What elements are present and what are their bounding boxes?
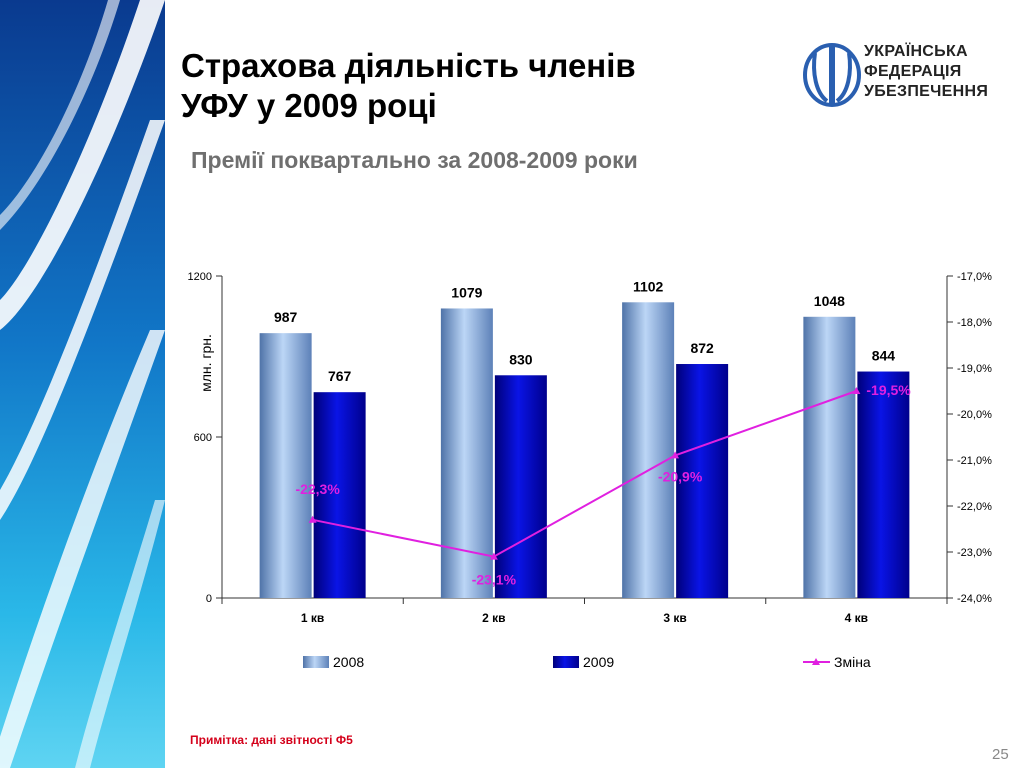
bar-2009 [676, 364, 729, 598]
y-tick-label: 600 [194, 432, 212, 444]
y2-tick-label: -24,0% [957, 593, 992, 605]
line-value-label: -23,1% [472, 572, 517, 588]
bar-2009 [857, 371, 910, 598]
bar-value-label: 767 [328, 368, 352, 384]
legend-label-2008: 2008 [333, 654, 364, 670]
line-marker [671, 451, 680, 459]
bar-value-label: 987 [274, 309, 298, 325]
logo-line2: ФЕДЕРАЦІЯ [864, 63, 962, 80]
bar-value-label: 872 [690, 340, 714, 356]
bar-value-label: 1079 [451, 284, 482, 300]
bar-value-label: 1048 [814, 293, 845, 309]
bar-2009 [494, 375, 547, 598]
bar-2008 [803, 316, 856, 598]
chart-subtitle: Премії поквартально за 2008-2009 роки [191, 147, 638, 173]
ufu-logo-emblem [803, 43, 861, 107]
slide-title-line2: УФУ у 2009 році [181, 87, 437, 124]
bar-value-label: 830 [509, 351, 533, 367]
x-tick-label: 2 кв [482, 611, 505, 625]
y2-tick-label: -19,0% [957, 363, 992, 375]
legend-marker-zmina [812, 658, 820, 665]
footnote: Примітка: дані звітності Ф5 [190, 733, 353, 747]
y2-tick-label: -21,0% [957, 455, 992, 467]
x-tick-label: 3 кв [663, 611, 686, 625]
y2-tick-label: -22,0% [957, 501, 992, 513]
logo-line3: УБЕЗПЕЧЕННЯ [864, 83, 989, 100]
legend-label-2009: 2009 [583, 654, 614, 670]
legend-swatch-2009 [553, 656, 579, 668]
logo-line1: УКРАЇНСЬКА [864, 43, 968, 60]
line-marker [308, 515, 317, 523]
slide-title-line1: Страхова діяльність членів [181, 47, 636, 84]
y2-tick-label: -20,0% [957, 409, 992, 421]
bar-value-label: 1102 [633, 278, 664, 294]
y2-tick-label: -23,0% [957, 547, 992, 559]
line-value-label: -20,9% [658, 468, 703, 484]
x-tick-label: 4 кв [845, 611, 868, 625]
line-zmina [312, 390, 857, 558]
bar-2009 [313, 392, 366, 598]
y2-tick-label: -17,0% [957, 271, 992, 283]
line-marker [489, 552, 498, 560]
legend-swatch-2008 [303, 656, 329, 668]
bar-2008 [259, 333, 312, 598]
bar-2008 [440, 308, 493, 598]
line-marker [852, 387, 861, 394]
y2-tick-label: -18,0% [957, 317, 992, 329]
page-number: 25 [992, 746, 1009, 763]
x-tick-label: 1 кв [301, 611, 324, 625]
decorative-swoosh-band [0, 0, 165, 768]
legend-label-zmina: Зміна [834, 654, 871, 670]
bar-value-label: 844 [872, 348, 896, 364]
y-tick-label: 0 [206, 593, 212, 605]
y-tick-label: 1200 [188, 271, 212, 283]
line-value-label: -22,3% [295, 481, 340, 497]
slide-title: Страхова діяльність членів УФУ у 2009 ро… [181, 46, 636, 126]
y-axis-title: млн. грн. [198, 334, 214, 392]
line-value-label: -19,5% [866, 382, 911, 398]
bar-2008 [622, 302, 675, 598]
logo-wordmark: УКРАЇНСЬКА ФЕДЕРАЦІЯ УБЕЗПЕЧЕННЯ [864, 42, 988, 102]
